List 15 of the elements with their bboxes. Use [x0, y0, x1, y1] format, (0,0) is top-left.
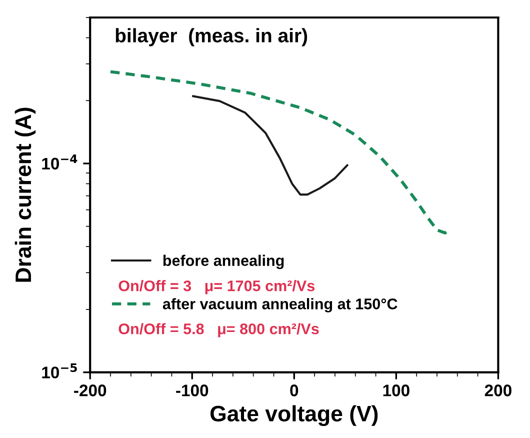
y-axis-title: Drain current (A) [14, 108, 36, 282]
annotation: On/Off = 5.8 μ= 800 cm²/Vs [118, 323, 319, 338]
text: bilayer (meas. in air) [116, 28, 308, 46]
x-tick-label: 100 [383, 384, 410, 396]
x-tick-label: 200 [484, 384, 512, 396]
line-series [192, 95, 348, 196]
x-tick-label: 0 [290, 384, 298, 396]
x-tick-label: -200 [74, 384, 106, 396]
legend-label: before annealing [163, 254, 284, 270]
y-tick-label: 10$^{−5}$ [42, 363, 77, 378]
legend-label: after vacuum annealing at 150°C [162, 298, 398, 312]
x-tick-label: -100 [176, 384, 208, 396]
x-axis-title: Gate voltage (V) [210, 405, 378, 426]
annotation: On/Off = 3 μ= 1705 cm²/Vs [118, 280, 315, 294]
y-tick-label: 10$^{−4}$ [42, 154, 78, 170]
